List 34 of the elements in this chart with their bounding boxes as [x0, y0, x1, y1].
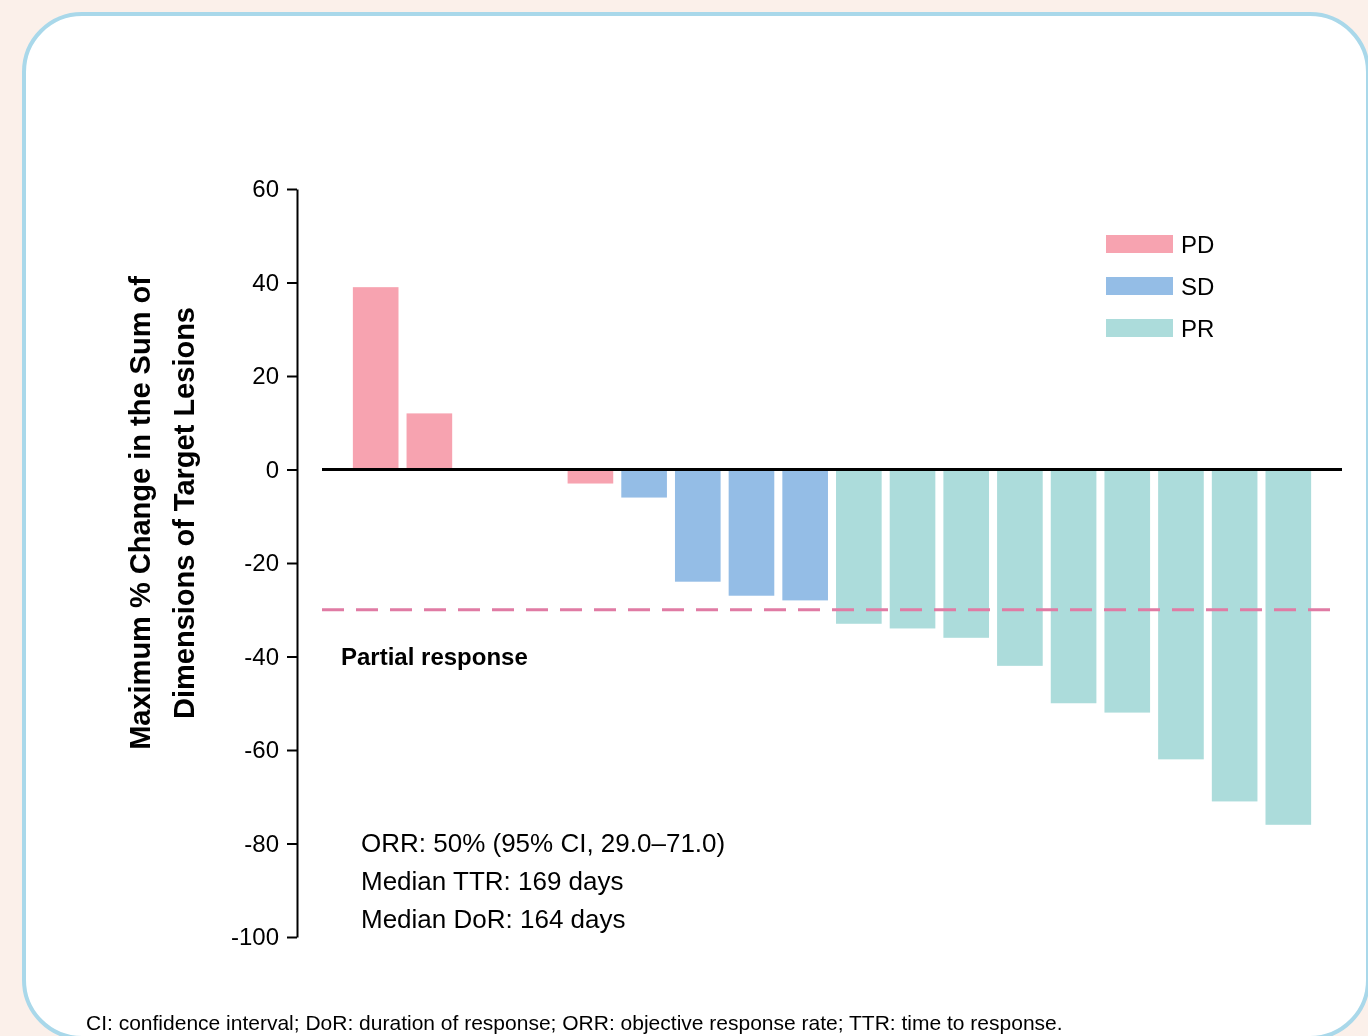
- bar: [943, 469, 990, 638]
- bar: [674, 469, 721, 582]
- bar: [352, 287, 399, 470]
- annotation: Median TTR: 169 days: [361, 866, 624, 896]
- legend-label: SD: [1181, 273, 1215, 300]
- bar: [1158, 469, 1204, 760]
- annotation: Median DoR: 164 days: [361, 904, 626, 934]
- bar: [782, 469, 828, 601]
- y-tick-label: 60: [252, 175, 279, 203]
- bar: [836, 469, 882, 624]
- y-tick-label: 20: [252, 362, 279, 390]
- bar: [1211, 469, 1258, 802]
- bar: [567, 469, 614, 484]
- bar: [889, 469, 936, 629]
- annotation: ORR: 50% (95% CI, 29.0–71.0): [361, 828, 726, 858]
- bar: [1265, 469, 1312, 825]
- bar: [1050, 469, 1097, 704]
- y-tick-label: -40: [244, 642, 279, 670]
- y-tick-label: -80: [244, 829, 279, 857]
- bar: [728, 469, 775, 596]
- legend-label: PR: [1181, 315, 1215, 342]
- y-tick-label: -60: [244, 736, 279, 764]
- y-tick-label: 40: [252, 268, 279, 296]
- bar: [1104, 469, 1151, 713]
- legend-label: PD: [1181, 231, 1215, 258]
- ref-line-label: Partial response: [341, 642, 528, 670]
- bar: [997, 469, 1043, 666]
- y-axis-title: Maximum % Change in the Sum of Dimensions of Target Lesions: [124, 275, 200, 750]
- bar: [621, 469, 667, 498]
- y-tick-label: -100: [230, 923, 279, 951]
- text: CI: confidence interval; DoR: duration of response; ORR: objective response rate; TTR: time to response.: [86, 1011, 1063, 1034]
- bar: [406, 413, 453, 470]
- y-tick-label: 0: [265, 455, 279, 483]
- y-tick-label: -20: [244, 549, 279, 577]
